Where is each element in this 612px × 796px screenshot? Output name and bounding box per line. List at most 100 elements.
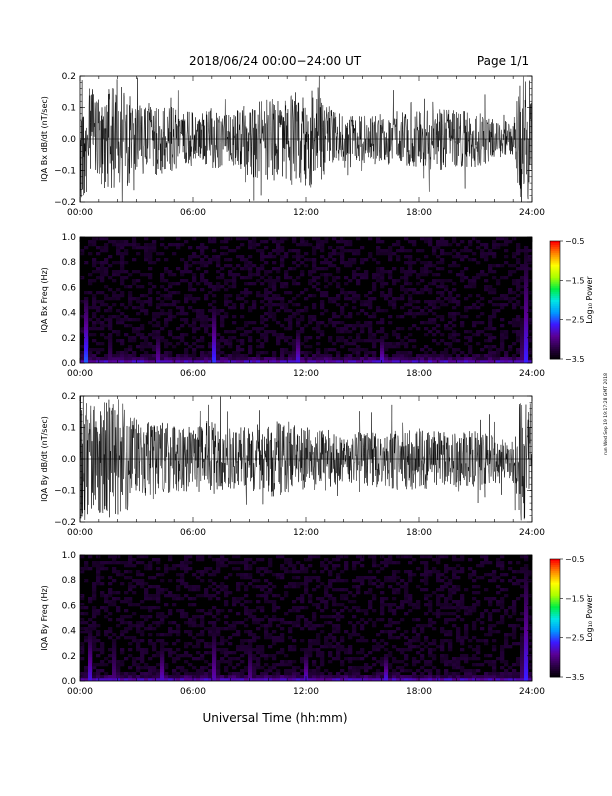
spectrogram-cell [388, 345, 393, 349]
spectrogram-cell [152, 672, 157, 676]
spectrogram-cell [104, 246, 109, 250]
spectrogram-cell [200, 624, 205, 628]
spectrogram-cell [420, 237, 425, 241]
spectrogram-cell [264, 627, 269, 631]
spectrogram-cell [352, 297, 357, 301]
spectrogram-cell [160, 336, 165, 340]
spectrogram-cell [504, 612, 509, 616]
spectrogram-cell [500, 567, 505, 571]
spectrogram-cell [112, 330, 117, 334]
spectrogram-cell [416, 606, 421, 610]
spectrogram-cell [508, 615, 513, 619]
spectrogram-cell [272, 618, 277, 622]
spectrogram-cell [240, 354, 245, 358]
spectrogram-cell [92, 294, 97, 298]
spectrogram-cell [500, 564, 505, 568]
spectrogram-cell [228, 336, 233, 340]
spectrogram-cell [100, 594, 105, 598]
spectrogram-cell [524, 585, 529, 589]
spectrogram-cell [224, 588, 229, 592]
spectrogram-cell [412, 315, 417, 319]
spectrogram-cell [292, 570, 297, 574]
spectrogram-cell [380, 354, 385, 358]
spectrogram-cell [172, 291, 177, 295]
spectrogram-cell [512, 669, 517, 673]
spectrogram-cell [512, 675, 517, 679]
spectrogram-cell [192, 255, 197, 259]
spectrogram-cell [304, 606, 309, 610]
spectrogram-cell [516, 675, 521, 679]
spectrogram-cell [84, 339, 89, 343]
spectrogram-cell [272, 267, 277, 271]
spectrogram-cell [88, 360, 93, 363]
spectrogram-cell [340, 669, 345, 673]
spectrogram-cell [308, 579, 313, 583]
spectrogram-cell [372, 657, 377, 661]
spectrogram-cell [464, 627, 469, 631]
spectrogram-cell [128, 588, 133, 592]
spectrogram-cell [424, 639, 429, 643]
spectrogram-cell [336, 579, 341, 583]
y-tick-label: 0.4 [62, 627, 77, 637]
spectrogram-cell [432, 612, 437, 616]
spectrogram-cell [156, 654, 161, 658]
spectrogram-cell [228, 660, 233, 664]
spectrogram-cell [124, 270, 129, 274]
spectrogram-cell [340, 240, 345, 244]
spectrogram-cell [108, 588, 113, 592]
spectrogram-cell [372, 672, 377, 676]
spectrogram-cell [476, 306, 481, 310]
spectrogram-cell [524, 564, 529, 568]
spectrogram-cell [340, 609, 345, 613]
spectrogram-cell [248, 615, 253, 619]
spectrogram-cell [444, 606, 449, 610]
run-timestamp: run Wed Sep 19 19:17:28 GMT 2018 [603, 373, 609, 455]
spectrogram-cell [440, 315, 445, 319]
spectrogram-cell [292, 267, 297, 271]
spectrogram-cell [364, 303, 369, 307]
spectrogram-cell [208, 354, 213, 358]
spectrogram-cell [468, 258, 473, 262]
spectrogram-cell [140, 600, 145, 604]
spectrogram-cell [388, 294, 393, 298]
spectrogram-cell [132, 306, 137, 310]
spectrogram-cell [432, 570, 437, 574]
spectrogram-cell [416, 651, 421, 655]
spectrogram-cell [388, 291, 393, 295]
spectrogram-cell [252, 618, 257, 622]
spectrogram-cell [272, 294, 277, 298]
spectrogram-cell [332, 342, 337, 346]
spectrogram-cell [432, 675, 437, 679]
spectrogram-cell [212, 354, 217, 358]
spectrogram-cell [344, 630, 349, 634]
spectrogram-cell [216, 357, 221, 361]
spectrogram-cell [392, 573, 397, 577]
spectrogram-cell [244, 276, 249, 280]
spectrogram-cell [388, 270, 393, 274]
spectrogram-cell [292, 576, 297, 580]
spectrogram-cell [452, 624, 457, 628]
spectrogram-cell [252, 663, 257, 667]
spectrogram-cell [500, 333, 505, 337]
spectrogram-cell [380, 609, 385, 613]
spectrogram-cell [208, 555, 213, 559]
spectrogram-cell [84, 612, 89, 616]
spectrogram-cell [220, 675, 225, 679]
spectrogram-cell [292, 348, 297, 352]
spectrogram-cell [120, 618, 125, 622]
spectrogram-cell [396, 345, 401, 349]
spectrogram-cell [256, 345, 261, 349]
spectrogram-cell [376, 237, 381, 241]
spectrogram-cell [416, 636, 421, 640]
spectrogram-cell [256, 678, 261, 681]
spectrogram-cell [344, 588, 349, 592]
spectrogram-cell [324, 669, 329, 673]
spectrogram-cell [392, 357, 397, 361]
spectrogram-cell [188, 246, 193, 250]
spectrogram-cell [336, 276, 341, 280]
spectrogram-cell [92, 639, 97, 643]
spectrogram-cell [400, 351, 405, 355]
spectrogram-cell [352, 600, 357, 604]
spectrogram-cell [460, 249, 465, 253]
spectrogram-cell [504, 675, 509, 679]
